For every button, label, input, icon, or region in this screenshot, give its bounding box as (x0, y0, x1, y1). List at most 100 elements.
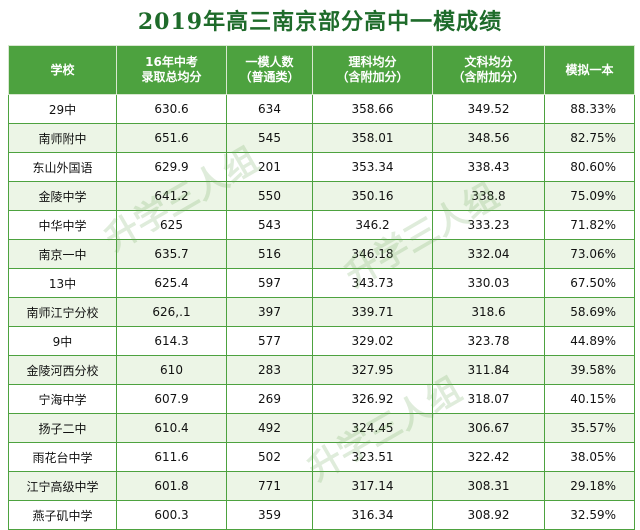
table-header-row: 学校 16年中考 录取总均分 一模人数 （普通类） 理科均分 （含附加分） 文科均分（… (8, 45, 635, 95)
cell-science-avg: 358.01 (312, 123, 433, 153)
cell-arts-avg: 323.78 (432, 326, 545, 356)
cell-arts-avg: 308.92 (432, 500, 545, 530)
cell-exam-count: 283 (226, 355, 313, 385)
header-entrance-score: 16年中考 录取总均分 (116, 45, 227, 95)
cell-tier1-rate: 44.89% (544, 326, 635, 356)
cell-science-avg: 317.14 (312, 471, 433, 501)
header-arts-avg: 文科均分 （含附加分） (432, 45, 545, 95)
header-exam-count: 一模人数 （普通类） (226, 45, 313, 95)
cell-entrance-score: 610.4 (116, 413, 227, 443)
cell-exam-count: 359 (226, 500, 313, 530)
cell-entrance-score: 635.7 (116, 239, 227, 269)
cell-science-avg: 346.18 (312, 239, 433, 269)
cell-arts-avg: 333.23 (432, 210, 545, 240)
cell-exam-count: 545 (226, 123, 313, 153)
cell-school: 9中 (8, 326, 117, 356)
cell-school: 金陵河西分校 (8, 355, 117, 385)
cell-entrance-score: 626,.1 (116, 297, 227, 327)
cell-arts-avg: 311.84 (432, 355, 545, 385)
header-exam-count-line2: （普通类） (239, 70, 300, 84)
cell-tier1-rate: 80.60% (544, 152, 635, 182)
cell-school: 13中 (8, 268, 117, 298)
page-title: 2019年高三南京部分高中一模成绩 (137, 9, 503, 35)
table-row: 金陵河西分校 610 283 327.95 311.84 39.58% (8, 355, 635, 385)
cell-tier1-rate: 73.06% (544, 239, 635, 269)
cell-school: 雨花台中学 (8, 442, 117, 472)
header-school: 学校 (8, 45, 117, 95)
cell-science-avg: 346.2 (312, 210, 433, 240)
cell-school: 中华中学 (8, 210, 117, 240)
cell-school: 燕子矶中学 (8, 500, 117, 530)
cell-school: 东山外国语 (8, 152, 117, 182)
cell-science-avg: 343.73 (312, 268, 433, 298)
table-row: 雨花台中学 611.6 502 323.51 322.42 38.05% (8, 442, 635, 472)
header-arts-avg-line2: （含附加分） (452, 70, 525, 84)
cell-science-avg: 339.71 (312, 297, 433, 327)
cell-arts-avg: 349.52 (432, 94, 545, 124)
cell-entrance-score: 610 (116, 355, 227, 385)
cell-tier1-rate: 88.33% (544, 94, 635, 124)
cell-school: 扬子二中 (8, 413, 117, 443)
cell-science-avg: 316.34 (312, 500, 433, 530)
cell-entrance-score: 607.9 (116, 384, 227, 414)
cell-tier1-rate: 39.58% (544, 355, 635, 385)
cell-entrance-score: 629.9 (116, 152, 227, 182)
cell-entrance-score: 600.3 (116, 500, 227, 530)
table-row: 江宁高级中学 601.8 771 317.14 308.31 29.18% (8, 471, 635, 501)
cell-science-avg: 324.45 (312, 413, 433, 443)
cell-entrance-score: 611.6 (116, 442, 227, 472)
cell-school: 金陵中学 (8, 181, 117, 211)
table-row: 金陵中学 641.2 550 350.16 338.8 75.09% (8, 181, 635, 211)
cell-entrance-score: 614.3 (116, 326, 227, 356)
header-entrance-score-line2: 录取总均分 (141, 70, 202, 84)
table-row: 宁海中学 607.9 269 326.92 318.07 40.15% (8, 384, 635, 414)
cell-science-avg: 329.02 (312, 326, 433, 356)
cell-arts-avg: 318.07 (432, 384, 545, 414)
header-science-avg-line1: 理科均分 (348, 55, 397, 69)
cell-exam-count: 771 (226, 471, 313, 501)
cell-entrance-score: 630.6 (116, 94, 227, 124)
header-science-avg-line2: （含附加分） (336, 70, 409, 84)
cell-exam-count: 597 (226, 268, 313, 298)
cell-arts-avg: 338.43 (432, 152, 545, 182)
table-row: 13中 625.4 597 343.73 330.03 67.50% (8, 268, 635, 298)
cell-tier1-rate: 58.69% (544, 297, 635, 327)
cell-tier1-rate: 32.59% (544, 500, 635, 530)
cell-tier1-rate: 40.15% (544, 384, 635, 414)
cell-arts-avg: 318.6 (432, 297, 545, 327)
cell-tier1-rate: 82.75% (544, 123, 635, 153)
cell-arts-avg: 330.03 (432, 268, 545, 298)
cell-entrance-score: 641.2 (116, 181, 227, 211)
header-science-avg: 理科均分 （含附加分） (312, 45, 433, 95)
table-row: 29中 630.6 634 358.66 349.52 88.33% (8, 94, 635, 124)
table-row: 扬子二中 610.4 492 324.45 306.67 35.57% (8, 413, 635, 443)
table-row: 南京一中 635.7 516 346.18 332.04 73.06% (8, 239, 635, 269)
cell-school: 宁海中学 (8, 384, 117, 414)
cell-exam-count: 492 (226, 413, 313, 443)
cell-exam-count: 502 (226, 442, 313, 472)
table-row: 东山外国语 629.9 201 353.34 338.43 80.60% (8, 152, 635, 182)
cell-exam-count: 516 (226, 239, 313, 269)
table-row: 9中 614.3 577 329.02 323.78 44.89% (8, 326, 635, 356)
cell-science-avg: 323.51 (312, 442, 433, 472)
cell-science-avg: 326.92 (312, 384, 433, 414)
cell-school: 江宁高级中学 (8, 471, 117, 501)
cell-science-avg: 358.66 (312, 94, 433, 124)
cell-tier1-rate: 67.50% (544, 268, 635, 298)
cell-exam-count: 550 (226, 181, 313, 211)
table-row: 燕子矶中学 600.3 359 316.34 308.92 32.59% (8, 500, 635, 530)
cell-exam-count: 269 (226, 384, 313, 414)
cell-school: 南师附中 (8, 123, 117, 153)
cell-entrance-score: 601.8 (116, 471, 227, 501)
cell-school: 南京一中 (8, 239, 117, 269)
cell-arts-avg: 332.04 (432, 239, 545, 269)
cell-tier1-rate: 35.57% (544, 413, 635, 443)
table-row: 南师附中 651.6 545 358.01 348.56 82.75% (8, 123, 635, 153)
header-exam-count-line1: 一模人数 (245, 55, 294, 69)
cell-exam-count: 543 (226, 210, 313, 240)
cell-arts-avg: 348.56 (432, 123, 545, 153)
header-entrance-score-line1: 16年中考 (145, 55, 198, 69)
cell-entrance-score: 625.4 (116, 268, 227, 298)
cell-arts-avg: 322.42 (432, 442, 545, 472)
cell-tier1-rate: 29.18% (544, 471, 635, 501)
